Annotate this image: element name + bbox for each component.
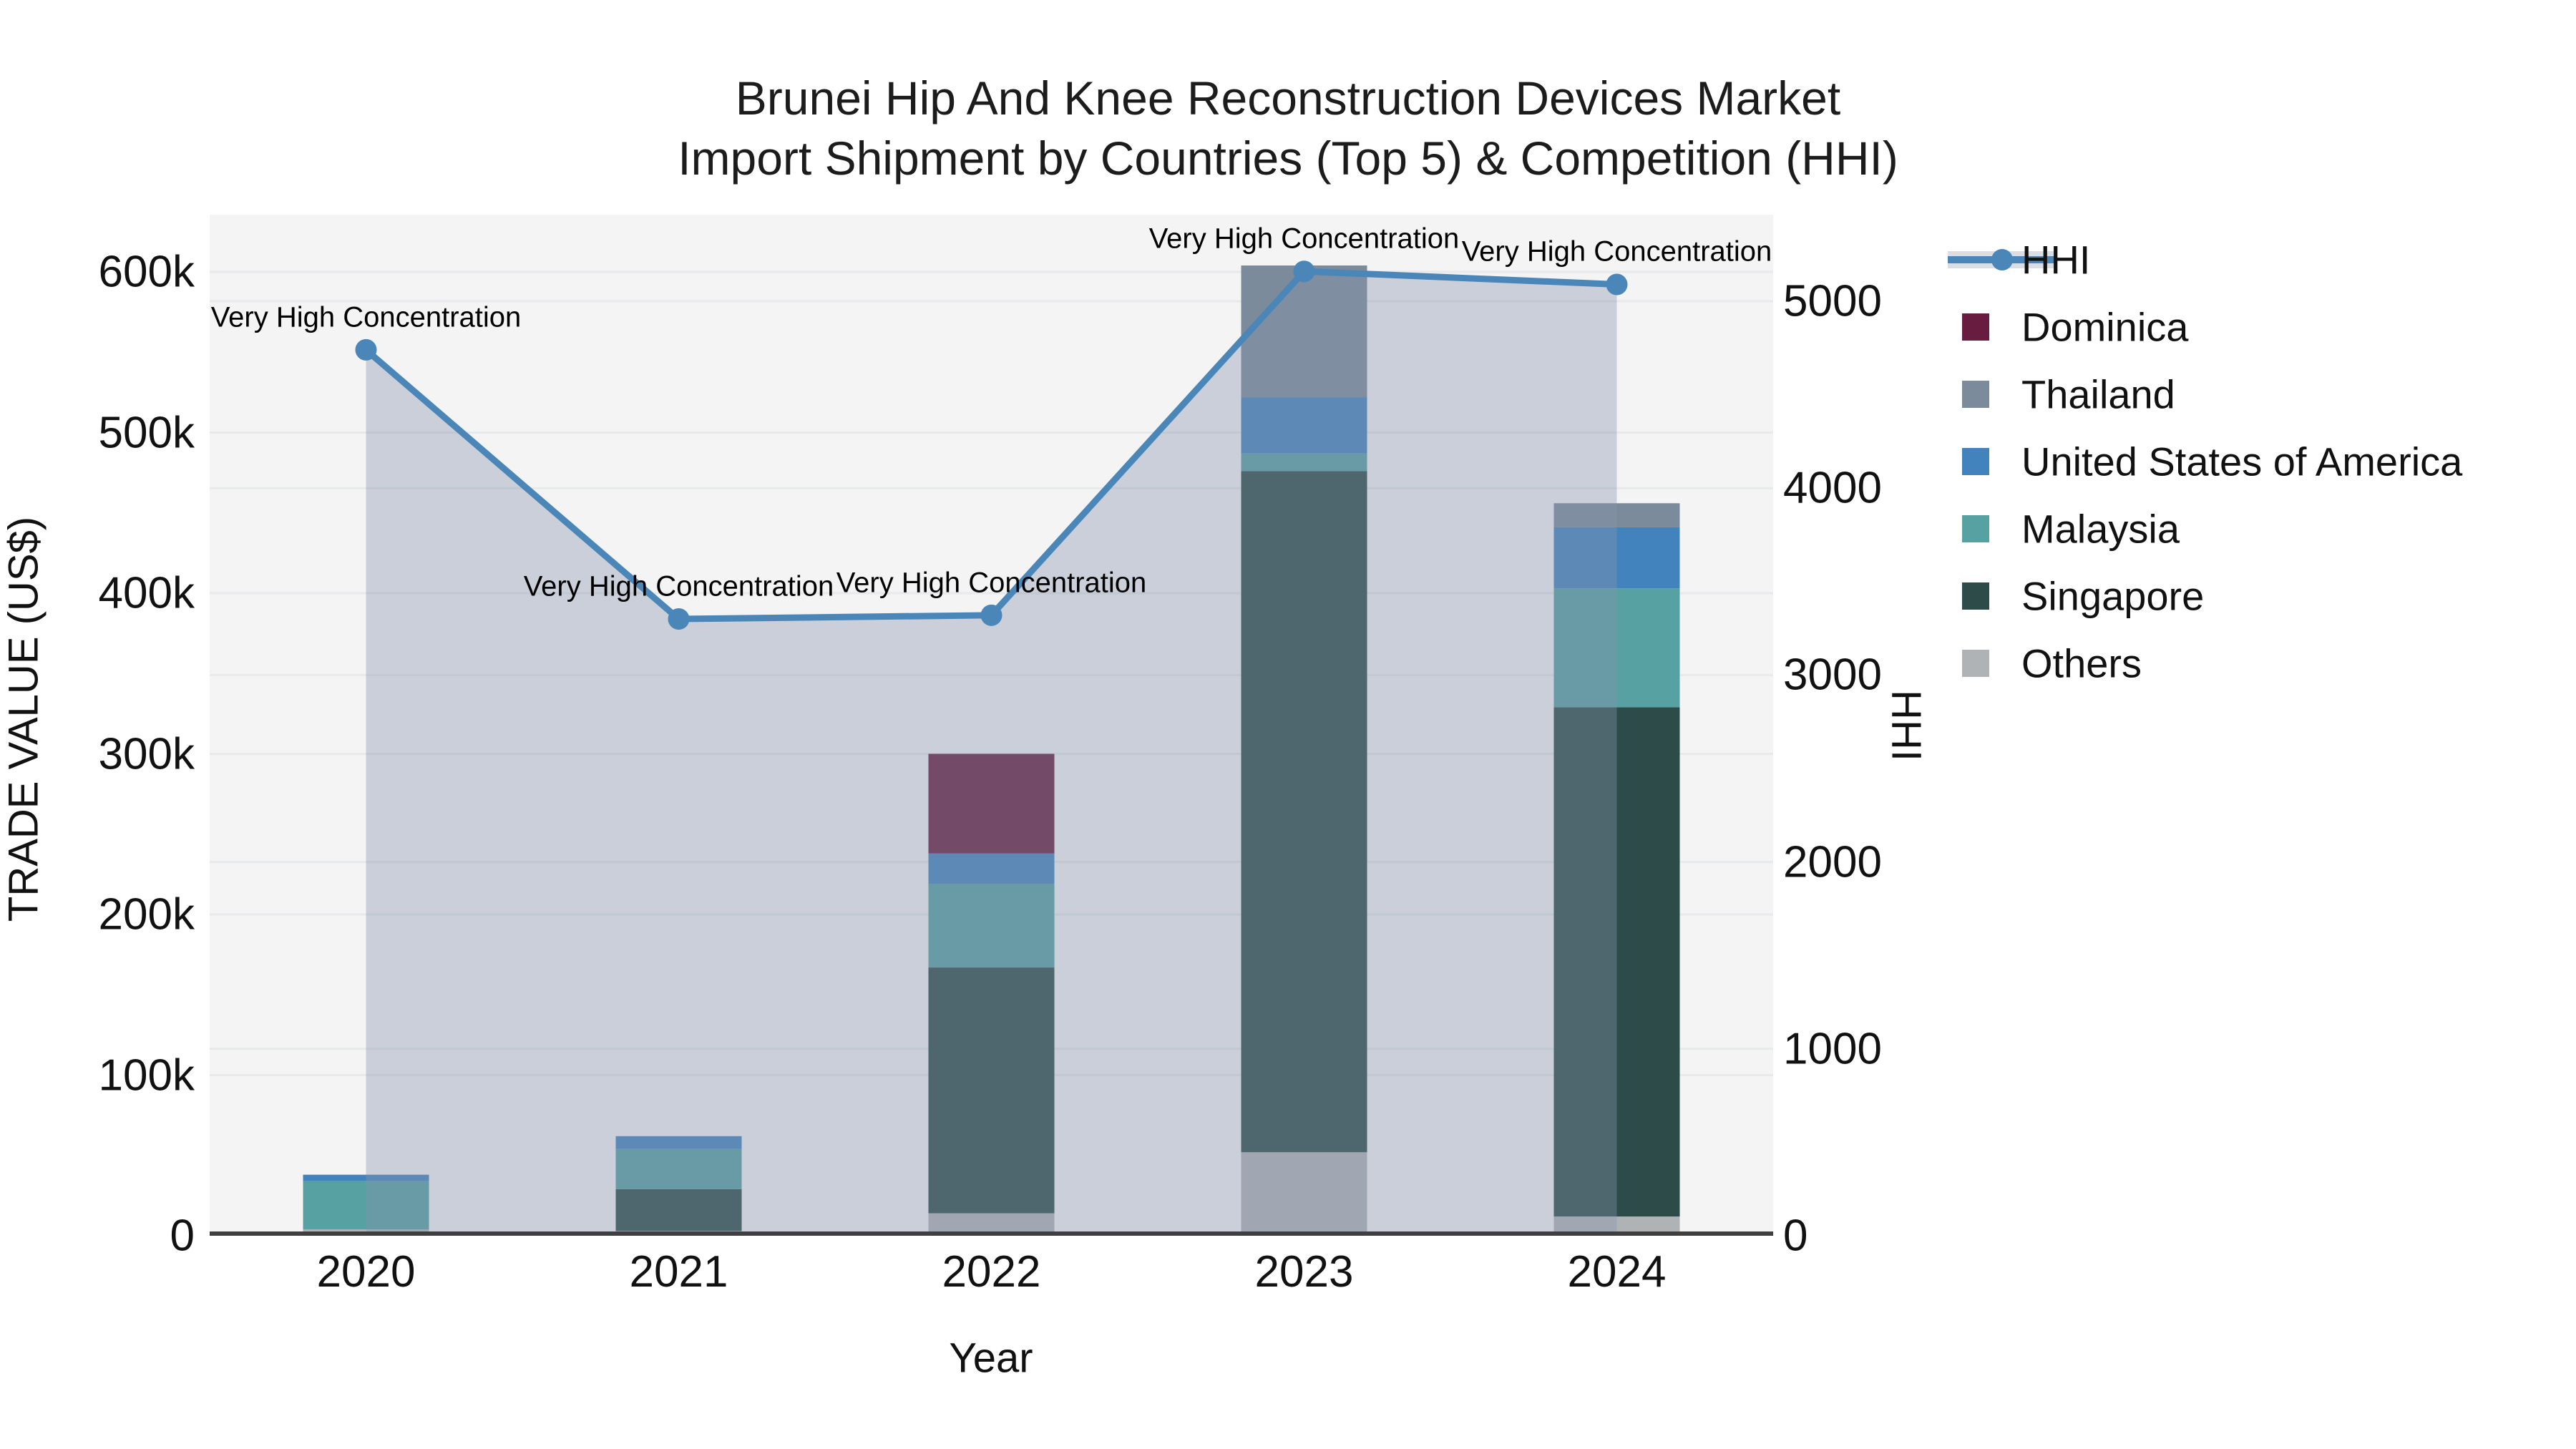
legend-label: Dominica <box>2021 304 2189 350</box>
annotation-label: Very High Concentration <box>836 567 1147 599</box>
bar-segment-malaysia <box>615 1148 742 1189</box>
x-axis-title: Year <box>949 1335 1033 1382</box>
chart-title-line2: Import Shipment by Countries (Top 5) & C… <box>678 132 1898 185</box>
legend-label: United States of America <box>2021 439 2463 484</box>
y-right-tick-label: 3000 <box>1783 650 1882 700</box>
bar-segment-singapore <box>928 967 1055 1214</box>
x-tick-label: 2023 <box>1254 1247 1354 1297</box>
legend-color-swatch <box>1962 313 1989 341</box>
hhi-marker <box>1293 260 1315 283</box>
hhi-marker-swatch <box>1991 249 2013 270</box>
y-left-tick-label: 200k <box>98 889 195 940</box>
y-left-tick-label: 400k <box>98 568 195 618</box>
legend-color-swatch <box>1962 448 1989 475</box>
chart-title-line1: Brunei Hip And Knee Reconstruction Devic… <box>735 72 1841 125</box>
legend-label: Others <box>2021 640 2142 686</box>
bar-segment-united-states-of-america <box>928 853 1055 884</box>
bar-segment-united-states-of-america <box>615 1136 742 1149</box>
legend-label: Thailand <box>2021 371 2175 417</box>
bar-segment-singapore <box>1241 471 1367 1153</box>
y-left-tick-label: 600k <box>98 247 195 297</box>
annotation-label: Very High Concentration <box>210 301 522 333</box>
y-right-tick-label: 1000 <box>1783 1024 1882 1074</box>
legend-color-swatch <box>1962 650 1989 677</box>
y-left-tick-label: 300k <box>98 729 195 779</box>
hhi-marker <box>1606 273 1628 296</box>
bar-segment-malaysia <box>1241 453 1367 472</box>
x-tick-label: 2024 <box>1567 1247 1667 1297</box>
legend-label: Malaysia <box>2021 506 2180 552</box>
x-tick-label: 2021 <box>629 1247 728 1297</box>
y-left-tick-label: 0 <box>170 1211 195 1261</box>
bar-segment-thailand <box>1241 265 1367 398</box>
x-tick-label: 2020 <box>316 1247 416 1297</box>
y-left-tick-label: 500k <box>98 408 195 457</box>
legend-color-swatch <box>1962 582 1989 610</box>
y-axis-right-title: HHI <box>1883 690 1930 761</box>
hhi-marker <box>355 338 377 361</box>
y-right-tick-label: 4000 <box>1783 463 1882 513</box>
bar-segment-malaysia <box>1553 588 1680 708</box>
y-axis-left-title: TRADE VALUE (US$) <box>0 516 47 922</box>
hhi-area-fill <box>366 271 1617 1236</box>
annotation-label: Very High Concentration <box>1148 223 1460 255</box>
bar-segment-united-states-of-america <box>1241 397 1367 454</box>
chart-canvas <box>210 260 1773 1236</box>
bar-segment-dominica <box>928 753 1055 854</box>
y-left-tick-label: 100k <box>98 1050 195 1100</box>
legend-label: Singapore <box>2021 573 2205 619</box>
y-right-tick-label: 5000 <box>1783 276 1882 326</box>
hhi-marker <box>980 604 1002 626</box>
bar-segment-others <box>1241 1152 1367 1236</box>
annotation-label: Very High Concentration <box>1461 235 1772 268</box>
x-tick-label: 2022 <box>942 1247 1041 1297</box>
bar-segment-united-states-of-america <box>1553 527 1680 589</box>
annotation-label: Very High Concentration <box>523 570 834 602</box>
hhi-marker <box>668 608 690 630</box>
legend-color-swatch <box>1962 515 1989 542</box>
legend-color-swatch <box>1962 381 1989 408</box>
y-right-tick-label: 0 <box>1783 1211 1808 1261</box>
bar-segment-united-states-of-america <box>303 1174 429 1181</box>
legend-label: HHI <box>2021 237 2091 283</box>
bar-segment-singapore <box>615 1189 742 1231</box>
bar-segment-thailand <box>1553 503 1680 527</box>
bar-segment-malaysia <box>303 1181 429 1230</box>
bar-segment-malaysia <box>928 884 1055 968</box>
y-right-tick-label: 2000 <box>1783 837 1882 887</box>
bar-segment-singapore <box>1553 707 1680 1217</box>
x-axis-line <box>210 1231 1773 1236</box>
